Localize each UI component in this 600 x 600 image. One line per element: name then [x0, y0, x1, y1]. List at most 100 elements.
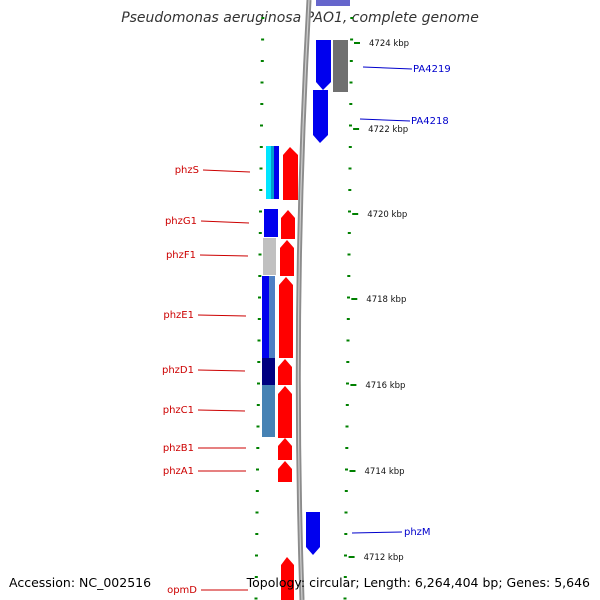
gene-label-phzm[interactable]: phzM: [404, 527, 431, 538]
tick-dot: [345, 468, 348, 471]
gene-label-pa4218[interactable]: PA4218: [411, 116, 449, 127]
tick-dot: [260, 60, 264, 62]
tick-dot: [348, 146, 352, 148]
feature-phzG1[interactable]: [281, 210, 295, 239]
tick-dot: [256, 425, 260, 428]
gene-label-phzb1[interactable]: phzB1: [163, 443, 194, 454]
topology-text: Topology: circular; Length: 6,264,404 bp…: [246, 575, 590, 590]
feature-phzF1[interactable]: [280, 240, 294, 276]
gene-label-phze1[interactable]: phzE1: [163, 310, 194, 321]
major-tick: [353, 128, 360, 130]
tick-dot: [257, 339, 261, 342]
tick-dot: [256, 468, 259, 471]
tick-dot: [257, 382, 260, 385]
tick-dot: [260, 81, 264, 84]
feature-phzG1-blue: [264, 209, 278, 237]
tick-dot: [346, 339, 350, 342]
tick-dot: [346, 361, 350, 363]
feature-pa4218[interactable]: [313, 90, 328, 143]
tick-dot: [347, 296, 350, 299]
feature-phzS-cyan: [266, 146, 274, 199]
feature-phzD1[interactable]: [278, 359, 292, 385]
tick-label: 4722 kbp: [368, 125, 408, 135]
tick-dot: [255, 554, 258, 557]
tick-dot: [345, 404, 349, 406]
tick-dot: [258, 232, 262, 234]
feature-phzS-teal: [271, 146, 275, 199]
tick-dot: [261, 17, 265, 19]
gene-leader-line: [202, 169, 251, 173]
major-tick: [348, 556, 355, 558]
gene-label-phzs[interactable]: phzS: [175, 165, 199, 176]
gene-label-phzc1[interactable]: phzC1: [163, 405, 194, 416]
tick-dot: [350, 17, 354, 19]
gene-label-phzf1[interactable]: phzF1: [166, 250, 196, 261]
tick-dot: [348, 167, 352, 170]
tick-dot: [258, 275, 262, 277]
gene-label-opmd[interactable]: opmD: [167, 585, 197, 596]
gene-leader-line: [197, 409, 246, 412]
tick-label: 4716 kbp: [365, 381, 405, 391]
tick-dot: [345, 425, 349, 428]
major-tick: [350, 384, 357, 386]
tick-ring-dots: [254, 17, 354, 600]
tick-dot: [348, 210, 351, 213]
tick-dot: [256, 447, 260, 449]
tick-dot: [349, 60, 353, 62]
tick-label: 4712 kbp: [364, 553, 404, 563]
tick-dot: [258, 296, 261, 299]
tick-dot: [256, 404, 260, 406]
tick-dot: [257, 318, 261, 320]
tick-dot: [349, 103, 353, 105]
tick-dot: [343, 576, 347, 578]
tick-dot: [344, 490, 348, 492]
gene-label-phza1[interactable]: phzA1: [163, 466, 194, 477]
tick-label: 4718 kbp: [366, 295, 406, 305]
tick-dot: [260, 103, 264, 105]
tick-dot: [349, 124, 352, 127]
feature-phzA1[interactable]: [278, 461, 292, 482]
feature-phzM[interactable]: [306, 512, 320, 555]
gene-label-phzd1[interactable]: phzD1: [162, 365, 194, 376]
tick-dot: [346, 382, 349, 385]
tick-dot: [254, 597, 258, 600]
feature-pa4219[interactable]: [316, 40, 331, 90]
tick-dot: [347, 253, 351, 256]
feature-phzB1[interactable]: [278, 438, 292, 460]
tick-dot: [345, 447, 349, 449]
tick-dot: [346, 318, 350, 320]
tick-dot: [259, 167, 263, 170]
tick-dot: [261, 38, 265, 41]
tick-dot: [259, 146, 263, 148]
feature-phzE1-steel: [269, 276, 275, 358]
tick-dot: [344, 533, 348, 535]
major-tick: [349, 470, 356, 472]
major-tick: [351, 298, 358, 300]
gene-label-pa4219[interactable]: PA4219: [413, 64, 451, 75]
feature-phzC1[interactable]: [278, 386, 292, 438]
feature-phzC1-steel: [262, 385, 275, 437]
kbp-ticks: 4724 kbp 4722 kbp 4720 kbp 4718 kbp 4716 kbp…: [348, 39, 409, 563]
tick-dot: [254, 576, 258, 578]
feature-opmD[interactable]: [281, 557, 294, 600]
tick-dot: [344, 554, 347, 557]
feature-phzF1-gray: [263, 238, 276, 275]
tick-dot: [350, 38, 354, 41]
feature-phzE1[interactable]: [279, 277, 293, 358]
tick-dot: [260, 124, 263, 127]
feature-phzS[interactable]: [283, 147, 298, 200]
gene-label-phzg1[interactable]: phzG1: [165, 216, 197, 227]
gene-leader-line: [199, 254, 249, 257]
gene-labels: PA4219 PA4218 phzS phzG1 phzF1 phzE1 phzD1 phzC…: [162, 64, 451, 596]
gene-leader-line: [197, 314, 247, 317]
feature-phzD1-navy: [262, 358, 275, 385]
tick-dot: [257, 361, 261, 363]
tick-dot: [347, 232, 351, 234]
feature-phzS-blue: [274, 146, 279, 199]
map-title: Pseudomonas aeruginosa PAO1, complete ge…: [121, 10, 479, 26]
major-tick: [354, 42, 360, 44]
major-tick: [352, 213, 359, 215]
tick-label: 4720 kbp: [367, 210, 407, 220]
gene-leader-line: [197, 369, 246, 372]
